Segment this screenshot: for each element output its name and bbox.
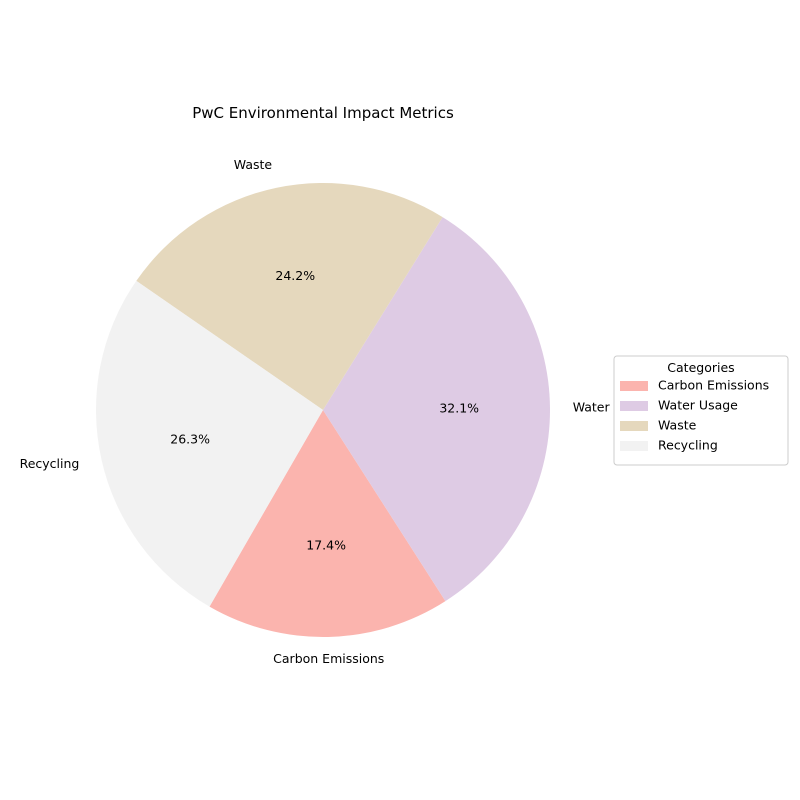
pie-percent-labels: 17.4% 32.1% 24.2% 26.3%: [170, 268, 479, 553]
legend-label-recycling: Recycling: [658, 438, 718, 453]
chart-title: PwC Environmental Impact Metrics: [192, 104, 454, 122]
slice-percent-waste: 24.2%: [275, 268, 315, 283]
legend: Categories Carbon Emissions Water Usage Wa…: [613, 355, 789, 466]
slice-percent-water-usage: 32.1%: [439, 401, 479, 416]
legend-label-water-usage: Water Usage: [658, 398, 738, 413]
legend-swatch-water-usage: [620, 401, 648, 411]
slice-percent-recycling: 26.3%: [170, 431, 210, 446]
legend-swatch-recycling: [620, 441, 648, 451]
pie-slice-water-usage: [323, 217, 550, 602]
legend-title: Categories: [667, 360, 734, 375]
slice-label-waste: Waste: [234, 157, 273, 172]
slice-label-recycling: Recycling: [20, 456, 80, 471]
pie-slice-waste: [136, 182, 443, 410]
legend-label-carbon-emissions: Carbon Emissions: [658, 378, 769, 393]
legend-swatch-carbon-emissions: [620, 381, 648, 391]
pie-slice-carbon-emissions: [209, 410, 446, 637]
legend-swatch-waste: [620, 421, 648, 431]
legend-label-waste: Waste: [658, 418, 697, 433]
pie-slices: [95, 182, 550, 637]
slice-percent-carbon-emissions: 17.4%: [306, 538, 346, 553]
legend-frame: [613, 355, 789, 466]
slice-label-carbon-emissions: Carbon Emissions: [273, 651, 384, 666]
legend-items: Carbon Emissions Water Usage Waste Recyclin…: [620, 378, 769, 453]
pie-slice-recycling: [95, 280, 323, 607]
